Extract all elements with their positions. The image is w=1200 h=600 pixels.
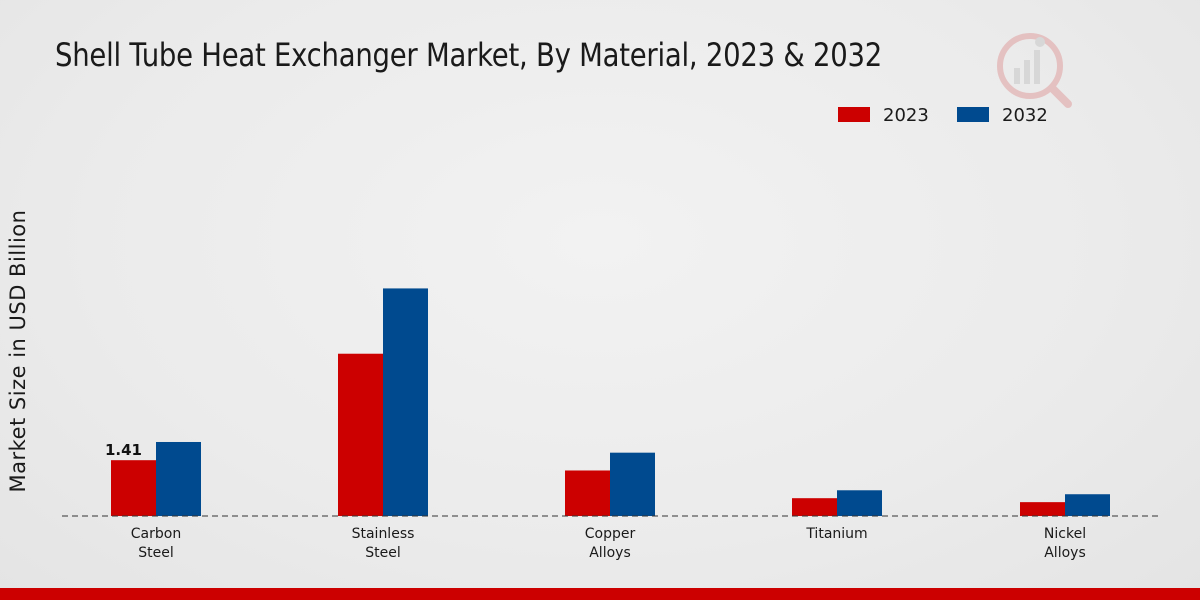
- bar-2023-1: [338, 353, 383, 516]
- bar-2032-4: [1065, 494, 1110, 516]
- brand-logo-watermark-icon: [997, 33, 1072, 108]
- bar-2032-2: [610, 452, 655, 516]
- legend-label-2032: 2032: [1002, 105, 1048, 126]
- bar-2023-4: [1020, 502, 1065, 516]
- bar-2032-3: [837, 490, 882, 516]
- bar-2023-3: [792, 498, 837, 516]
- bar-2023-0: [111, 460, 156, 516]
- legend-label-2023: 2023: [883, 105, 929, 126]
- bar-2032-1: [383, 288, 428, 516]
- x-tick-label-3: Titanium: [805, 526, 867, 542]
- x-tick-label-0: Carbon Steel: [131, 526, 181, 561]
- x-tick-label-4: Nickel Alloys: [1044, 526, 1086, 561]
- legend-swatch-2032: [957, 107, 989, 122]
- bar-2023-2: [565, 470, 610, 516]
- x-tick-label-2: Copper Alloys: [585, 526, 636, 561]
- bar-2032-0: [156, 441, 201, 516]
- legend-swatch-2023: [838, 107, 870, 122]
- footer-accent-bar: [0, 588, 1200, 600]
- x-tick-label-1: Stainless Steel: [352, 526, 415, 561]
- y-axis-label: Market Size in USD Billion: [6, 210, 30, 493]
- data-label-0: 1.41: [105, 441, 142, 459]
- chart-title: Shell Tube Heat Exchanger Market, By Mat…: [55, 36, 883, 74]
